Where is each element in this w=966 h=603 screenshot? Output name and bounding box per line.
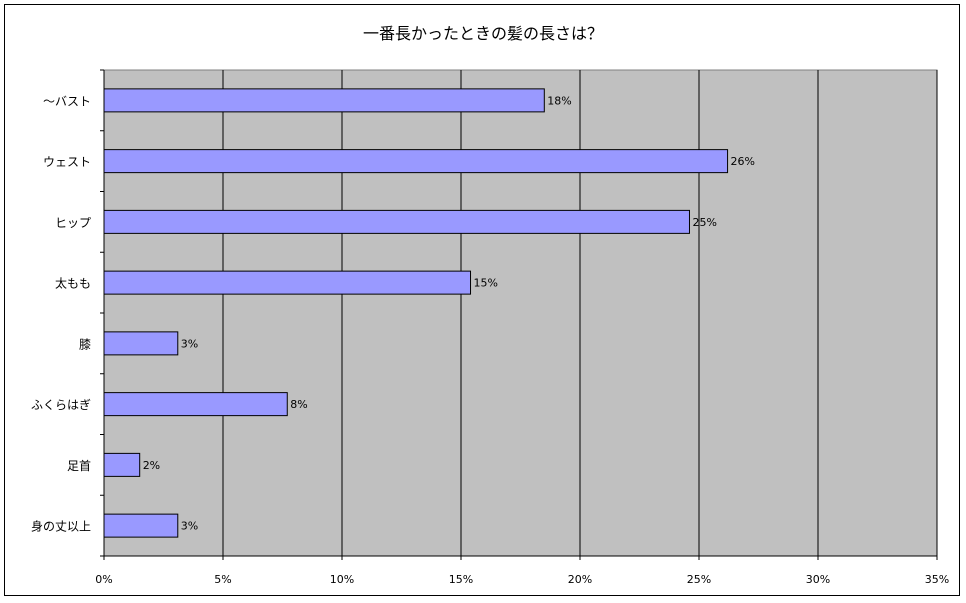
bar bbox=[103, 331, 179, 356]
data-label: 25% bbox=[692, 216, 716, 229]
data-label: 8% bbox=[290, 398, 307, 411]
bar bbox=[103, 88, 545, 113]
bar bbox=[103, 513, 179, 538]
x-tick-label: 30% bbox=[806, 573, 830, 586]
data-label: 26% bbox=[731, 155, 755, 168]
plot-area bbox=[103, 69, 938, 557]
bar bbox=[103, 209, 690, 234]
data-label: 15% bbox=[474, 277, 498, 290]
data-label: 18% bbox=[547, 94, 571, 107]
x-tick-label: 15% bbox=[449, 573, 473, 586]
x-tick-label: 0% bbox=[95, 573, 112, 586]
category-label: ふくらはぎ bbox=[31, 398, 91, 412]
bars: 18% 26% 25% 15% 3% 8% 2% 3% bbox=[103, 88, 755, 538]
bar bbox=[103, 270, 472, 295]
x-tick-label: 35% bbox=[925, 573, 949, 586]
category-label: 〜バスト bbox=[43, 94, 91, 108]
x-tick-label: 5% bbox=[214, 573, 231, 586]
chart-title: 一番長かったときの髪の長さは？ bbox=[362, 24, 603, 43]
category-label: ヒップ bbox=[55, 216, 91, 230]
x-tick-labels: 0% 5% 10% 15% 20% 25% 30% 35% bbox=[95, 573, 949, 586]
x-tick-label: 20% bbox=[568, 573, 592, 586]
category-label: ウェスト bbox=[43, 155, 91, 169]
data-label: 3% bbox=[181, 520, 198, 533]
category-label: 足首 bbox=[67, 459, 91, 473]
bar bbox=[103, 452, 141, 477]
data-label: 2% bbox=[143, 459, 160, 472]
category-label: 膝 bbox=[79, 337, 91, 351]
x-tick-label: 25% bbox=[687, 573, 711, 586]
bar bbox=[103, 149, 729, 174]
category-label: 身の丈以上 bbox=[31, 519, 91, 534]
x-tick-label: 10% bbox=[330, 573, 354, 586]
category-label: 太もも bbox=[55, 276, 91, 291]
data-label: 3% bbox=[181, 337, 198, 350]
bar bbox=[103, 392, 288, 417]
